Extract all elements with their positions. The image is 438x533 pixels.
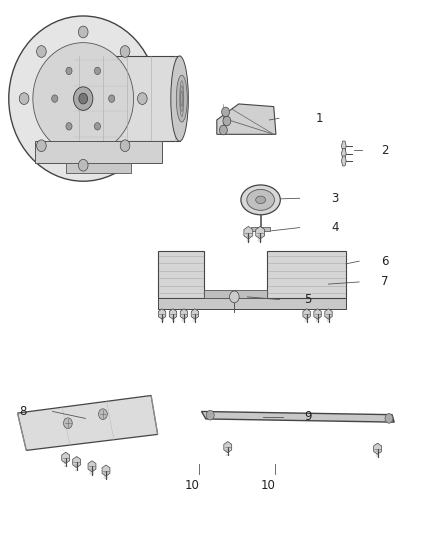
- Polygon shape: [256, 227, 265, 239]
- Circle shape: [66, 123, 72, 130]
- Text: 10: 10: [184, 479, 199, 491]
- Text: 7: 7: [381, 276, 389, 288]
- Polygon shape: [170, 309, 177, 319]
- Polygon shape: [314, 309, 321, 319]
- Polygon shape: [61, 56, 180, 141]
- Circle shape: [37, 140, 46, 151]
- Ellipse shape: [176, 75, 187, 122]
- Text: 4: 4: [332, 221, 339, 234]
- Circle shape: [19, 93, 29, 104]
- Circle shape: [138, 93, 147, 104]
- Circle shape: [206, 410, 214, 420]
- Circle shape: [79, 93, 88, 104]
- Polygon shape: [224, 441, 232, 453]
- Polygon shape: [342, 149, 346, 158]
- Text: 8: 8: [19, 405, 26, 418]
- Circle shape: [109, 95, 115, 102]
- Ellipse shape: [9, 16, 158, 181]
- Polygon shape: [217, 104, 276, 134]
- Polygon shape: [267, 251, 346, 298]
- Circle shape: [222, 107, 230, 117]
- Ellipse shape: [171, 56, 188, 141]
- Ellipse shape: [256, 196, 265, 204]
- Polygon shape: [102, 465, 110, 476]
- Circle shape: [94, 123, 100, 130]
- Polygon shape: [158, 251, 204, 298]
- Polygon shape: [244, 227, 253, 239]
- Circle shape: [385, 414, 393, 423]
- Polygon shape: [342, 141, 346, 151]
- Ellipse shape: [247, 189, 274, 211]
- Polygon shape: [303, 309, 310, 319]
- Polygon shape: [73, 456, 81, 467]
- Circle shape: [74, 87, 93, 110]
- Polygon shape: [158, 298, 346, 309]
- Polygon shape: [35, 141, 162, 163]
- Circle shape: [120, 46, 130, 58]
- Circle shape: [94, 67, 101, 75]
- Circle shape: [37, 46, 46, 58]
- Text: 5: 5: [304, 293, 312, 306]
- Polygon shape: [66, 163, 131, 173]
- Circle shape: [223, 116, 231, 126]
- Polygon shape: [251, 227, 270, 231]
- Ellipse shape: [241, 185, 280, 215]
- Polygon shape: [191, 309, 198, 319]
- Circle shape: [66, 67, 72, 75]
- Polygon shape: [180, 309, 187, 319]
- Text: 9: 9: [304, 410, 312, 423]
- Polygon shape: [374, 443, 381, 454]
- Polygon shape: [342, 156, 346, 166]
- Text: 6: 6: [381, 255, 389, 268]
- Polygon shape: [62, 452, 70, 463]
- Text: 10: 10: [260, 479, 275, 491]
- Polygon shape: [325, 309, 332, 319]
- Polygon shape: [18, 395, 158, 450]
- Circle shape: [78, 159, 88, 171]
- Circle shape: [52, 95, 58, 102]
- Circle shape: [99, 409, 107, 419]
- Ellipse shape: [33, 43, 134, 155]
- Polygon shape: [88, 461, 96, 472]
- Text: 2: 2: [381, 144, 389, 157]
- Circle shape: [120, 140, 130, 151]
- Circle shape: [219, 125, 227, 135]
- Text: 1: 1: [315, 112, 323, 125]
- Text: 3: 3: [332, 192, 339, 205]
- Circle shape: [78, 26, 88, 38]
- Circle shape: [230, 291, 239, 303]
- Polygon shape: [204, 290, 267, 298]
- Polygon shape: [159, 309, 166, 319]
- Circle shape: [64, 418, 72, 429]
- Polygon shape: [201, 411, 394, 422]
